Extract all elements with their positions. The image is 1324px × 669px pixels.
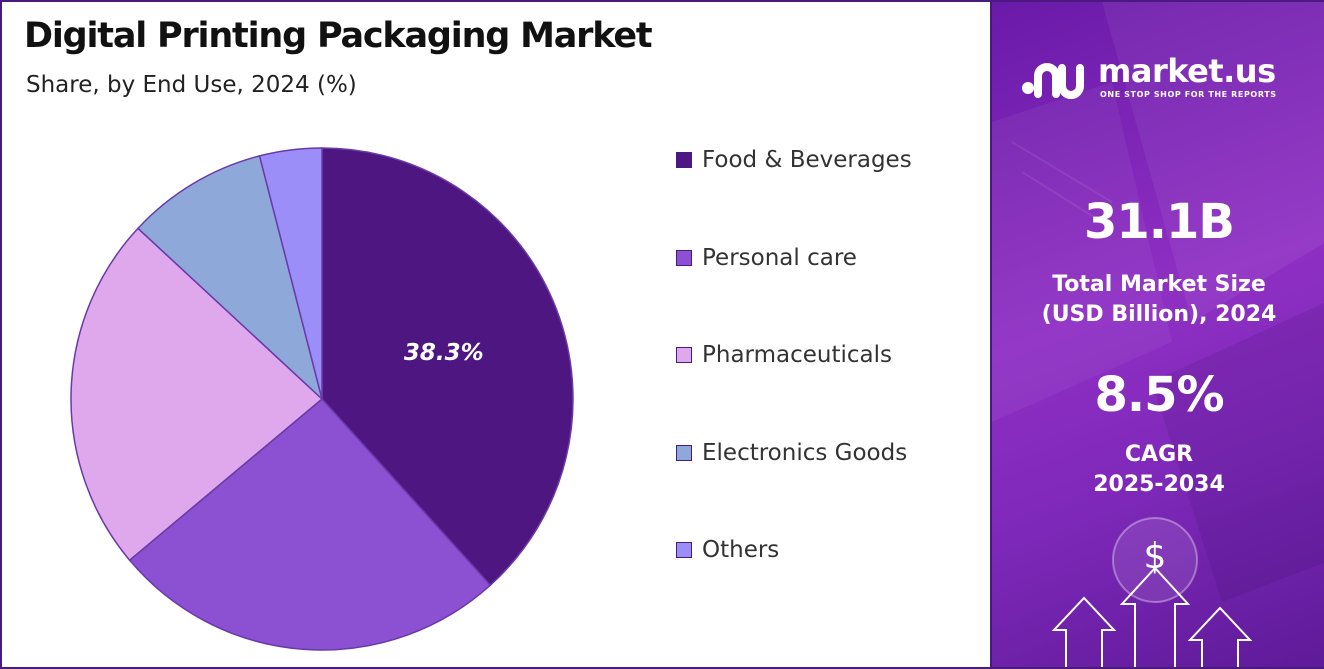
brand-logo: market.us ONE STOP SHOP FOR THE REPORTS bbox=[1020, 52, 1310, 112]
legend-swatch bbox=[676, 347, 692, 363]
pie-slices bbox=[70, 147, 574, 651]
pie-slice-others bbox=[258, 147, 323, 400]
cagr-label: CAGR bbox=[1124, 442, 1194, 467]
legend-swatch bbox=[676, 152, 692, 168]
cagr-value: 8.5% bbox=[1094, 367, 1224, 423]
legend-label: Food & Beverages bbox=[702, 147, 912, 173]
legend-swatch bbox=[676, 249, 692, 266]
currency-symbol: $ bbox=[1144, 536, 1167, 577]
pie-slice-pharmaceuticals bbox=[70, 227, 324, 562]
up-arrow-icon bbox=[1051, 566, 1253, 667]
cagr-period: 2025-2034 bbox=[1093, 472, 1225, 497]
brand-tagline: ONE STOP SHOP FOR THE REPORTS bbox=[1100, 90, 1277, 99]
summary-panel: market.us ONE STOP SHOP FOR THE REPORTS … bbox=[990, 2, 1324, 667]
chart-subtitle: Share, by End Use, 2024 (%) bbox=[26, 72, 357, 98]
pie-slice-electronics-goods bbox=[136, 154, 324, 402]
brand-name: market.us bbox=[1098, 52, 1276, 90]
legend-label: Others bbox=[702, 537, 780, 563]
market-us-logo-icon bbox=[1022, 63, 1084, 99]
pie-labels: 38.3% bbox=[404, 340, 484, 366]
legend-item-food-and-beverages: Food & Beverages bbox=[676, 140, 912, 180]
market-size-label: Total Market Size bbox=[1052, 272, 1266, 297]
legend-label: Electronics Goods bbox=[702, 439, 908, 466]
market-size-value: 31.1B bbox=[1083, 194, 1235, 250]
chart-panel: Digital Printing Packaging Market Share,… bbox=[2, 2, 990, 667]
pie-slice-personal-care bbox=[128, 397, 492, 651]
background-pattern bbox=[992, 2, 1324, 602]
legend-item-pharmaceuticals: Pharmaceuticals bbox=[676, 335, 892, 375]
legend-swatch bbox=[676, 444, 692, 461]
dollar-coin-icon: $ bbox=[1112, 517, 1198, 603]
pie-chart: 38.3% bbox=[70, 147, 574, 651]
data-label-food-and-beverages: 38.3% bbox=[404, 340, 484, 366]
legend-label: Pharmaceuticals bbox=[702, 342, 892, 368]
legend-label: Personal care bbox=[702, 244, 857, 271]
legend-item-personal-care: Personal care bbox=[676, 238, 857, 278]
growth-decoration: $ bbox=[1051, 517, 1253, 667]
market-size-sublabel: (USD Billion), 2024 bbox=[1041, 302, 1277, 327]
pie-slice-food-and-beverages bbox=[321, 147, 574, 587]
legend-swatch bbox=[676, 542, 692, 558]
legend-item-electronics-goods: Electronics Goods bbox=[676, 433, 907, 473]
chart-title: Digital Printing Packaging Market bbox=[24, 16, 653, 56]
legend-item-others: Others bbox=[676, 530, 779, 570]
